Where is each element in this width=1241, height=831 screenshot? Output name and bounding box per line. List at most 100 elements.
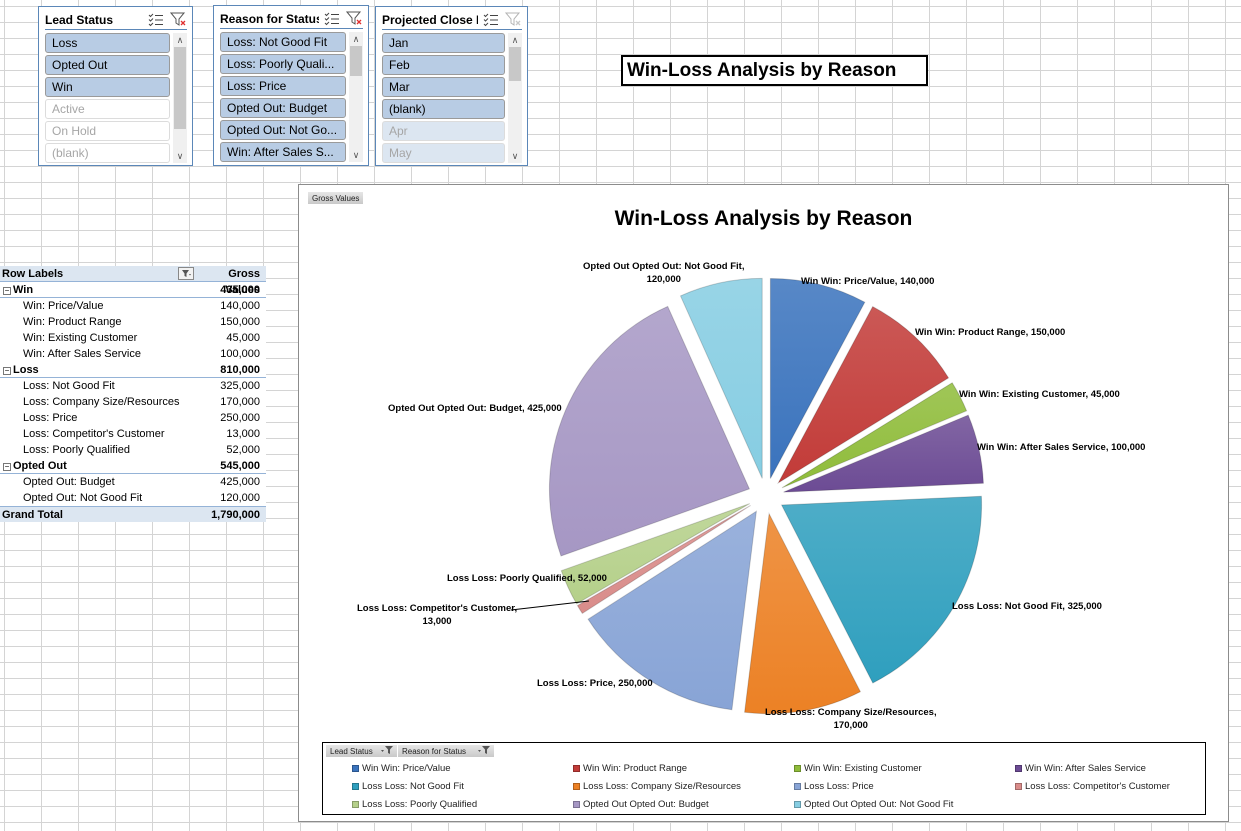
clear-filter-button[interactable] xyxy=(345,11,363,27)
data-label-line: Loss Loss: Competitor's Customer, xyxy=(357,603,518,614)
scroll-thumb[interactable] xyxy=(509,47,521,81)
pivot-group-total: 810,000 xyxy=(220,364,260,376)
legend-label: Loss Loss: Company Size/Resources xyxy=(583,781,741,792)
legend-label: Loss Loss: Price xyxy=(804,781,874,792)
pie-slice[interactable] xyxy=(783,414,984,493)
data-label-line: 170,000 xyxy=(833,720,868,731)
slicer-item[interactable]: Apr xyxy=(382,121,505,141)
slicer-item[interactable]: Opted Out: Budget xyxy=(220,98,346,118)
pie-slice[interactable] xyxy=(560,503,750,605)
legend-label: Loss Loss: Not Good Fit xyxy=(362,781,464,792)
data-label-line: Loss Loss: Poorly Qualified, 52,000 xyxy=(447,573,607,584)
pie-slice[interactable] xyxy=(781,382,968,489)
data-label-line: Loss Loss: Not Good Fit, 325,000 xyxy=(952,601,1102,612)
data-label: Opted Out Opted Out: Not Good Fit, 120,00… xyxy=(583,260,744,286)
legend-item[interactable]: Loss Loss: Company Size/Resources xyxy=(573,779,794,794)
slicer-item[interactable]: Loss: Poorly Quali... xyxy=(220,54,346,74)
slicer-reason-for-status[interactable]: Reason for Status Loss: Not Good Fit Loss:… xyxy=(213,5,369,166)
slicer-item[interactable]: Jan xyxy=(382,33,505,53)
legend-swatch-icon xyxy=(794,783,801,790)
slicer-item[interactable]: Loss xyxy=(45,33,170,53)
pivot-row: Loss: Price 250,000 xyxy=(0,410,266,426)
slicer-item[interactable]: Opted Out: Not Go... xyxy=(220,120,346,140)
legend-item[interactable]: Win Win: Price/Value xyxy=(352,761,573,776)
scroll-down-icon[interactable]: ∨ xyxy=(352,150,360,160)
data-label-line: Win Win: Price/Value, 140,000 xyxy=(801,276,935,287)
legend-item[interactable]: Loss Loss: Poorly Qualified xyxy=(352,797,573,812)
legend-field-button[interactable]: Lead Status xyxy=(326,745,397,757)
data-label-line: 120,000 xyxy=(646,274,681,285)
legend-label: Opted Out Opted Out: Not Good Fit xyxy=(804,799,954,810)
slicer-item[interactable]: Active xyxy=(45,99,170,119)
slicer-item[interactable]: Loss: Price xyxy=(220,76,346,96)
clear-filter-button[interactable] xyxy=(504,12,522,28)
pie-slice[interactable] xyxy=(780,495,983,684)
slicer-items: Loss: Not Good Fit Loss: Poorly Quali... L… xyxy=(220,32,346,164)
pie-slice[interactable] xyxy=(769,277,866,479)
legend-item[interactable]: Win Win: Product Range xyxy=(573,761,794,776)
slicer-item[interactable]: (blank) xyxy=(45,143,170,163)
pivot-row: Win: After Sales Service 100,000 xyxy=(0,346,266,362)
slicer-item[interactable]: Win: After Sales S... xyxy=(220,142,346,162)
scroll-thumb[interactable] xyxy=(174,47,186,129)
report-title-box: Win-Loss Analysis by Reason xyxy=(621,55,928,86)
slicer-item[interactable]: Feb xyxy=(382,55,505,75)
pie-slice[interactable] xyxy=(776,305,950,485)
slicer-lead-status[interactable]: Lead Status Loss Opted Out Win Active On Hold… xyxy=(38,6,193,166)
scroll-down-icon[interactable]: ∨ xyxy=(511,151,519,161)
pie-chart[interactable]: Gross Values Win-Loss Analysis by Reason… xyxy=(298,184,1229,822)
legend-item[interactable]: Win Win: After Sales Service xyxy=(1015,761,1236,776)
legend-item[interactable]: Opted Out Opted Out: Not Good Fit xyxy=(794,797,1015,812)
slicer-scrollbar[interactable]: ∧ ∨ xyxy=(349,32,363,162)
slicer-item[interactable]: Opted Out xyxy=(45,55,170,75)
legend-item[interactable]: Loss Loss: Price xyxy=(794,779,1015,794)
scroll-thumb[interactable] xyxy=(350,46,362,76)
pie-slice[interactable] xyxy=(548,305,751,557)
legend-item[interactable]: Loss Loss: Not Good Fit xyxy=(352,779,573,794)
data-label: Win Win: Existing Customer, 45,000 xyxy=(959,388,1120,401)
scroll-up-icon[interactable]: ∧ xyxy=(511,35,519,45)
pie-slice[interactable] xyxy=(744,512,862,715)
scroll-up-icon[interactable]: ∧ xyxy=(352,34,360,44)
multi-select-button[interactable] xyxy=(323,11,341,27)
pie-slice[interactable] xyxy=(587,510,758,711)
gross-values-field-button[interactable]: Gross Values xyxy=(308,192,364,204)
collapse-icon[interactable]: − xyxy=(3,286,11,295)
row-labels-header-text: Row Labels xyxy=(2,267,64,280)
slicer-projected-close-d[interactable]: Projected Close D... JanFebMar(blank)AprM… xyxy=(375,6,528,166)
legend-field-button[interactable]: Reason for Status xyxy=(398,745,494,757)
legend-swatch-icon xyxy=(352,765,359,772)
scroll-up-icon[interactable]: ∧ xyxy=(176,35,184,45)
slicer-item[interactable]: Loss: Not Good Fit xyxy=(220,32,346,52)
slicer-scrollbar[interactable]: ∧ ∨ xyxy=(173,33,187,163)
pivot-row: Loss: Competitor's Customer 13,000 xyxy=(0,426,266,442)
legend-label: Win Win: Product Range xyxy=(583,763,688,774)
slicer-item[interactable]: Win xyxy=(45,77,170,97)
slicer-scrollbar[interactable]: ∧ ∨ xyxy=(508,33,522,163)
slicer-header: Projected Close D... xyxy=(382,10,522,30)
slicer-item[interactable]: (blank) xyxy=(382,99,505,119)
slicer-item[interactable]: Mar xyxy=(382,77,505,97)
scroll-down-icon[interactable]: ∨ xyxy=(176,151,184,161)
row-labels-filter-button[interactable] xyxy=(178,267,194,280)
legend-swatch-icon xyxy=(352,783,359,790)
pivot-row-value: 45,000 xyxy=(226,332,260,344)
data-label: Loss Loss: Competitor's Customer, 13,000 xyxy=(357,602,517,628)
pie-slice[interactable] xyxy=(576,504,751,615)
legend-swatch-icon xyxy=(794,801,801,808)
collapse-icon[interactable]: − xyxy=(3,366,11,375)
multi-select-icon xyxy=(148,13,163,26)
legend-item[interactable]: Opted Out Opted Out: Budget xyxy=(573,797,794,812)
data-label-line: Win Win: Product Range, 150,000 xyxy=(915,327,1066,338)
pie-slice[interactable] xyxy=(679,277,763,479)
slicer-item[interactable]: On Hold xyxy=(45,121,170,141)
multi-select-button[interactable] xyxy=(482,12,500,28)
clear-filter-button[interactable] xyxy=(169,12,187,28)
field-button-label: Reason for Status xyxy=(402,746,467,756)
multi-select-button[interactable] xyxy=(147,12,165,28)
collapse-icon[interactable]: − xyxy=(3,462,11,471)
pivot-group-label: − Loss xyxy=(0,362,196,377)
legend-item[interactable]: Win Win: Existing Customer xyxy=(794,761,1015,776)
legend-item[interactable]: Loss Loss: Competitor's Customer xyxy=(1015,779,1236,794)
slicer-item[interactable]: May xyxy=(382,143,505,163)
